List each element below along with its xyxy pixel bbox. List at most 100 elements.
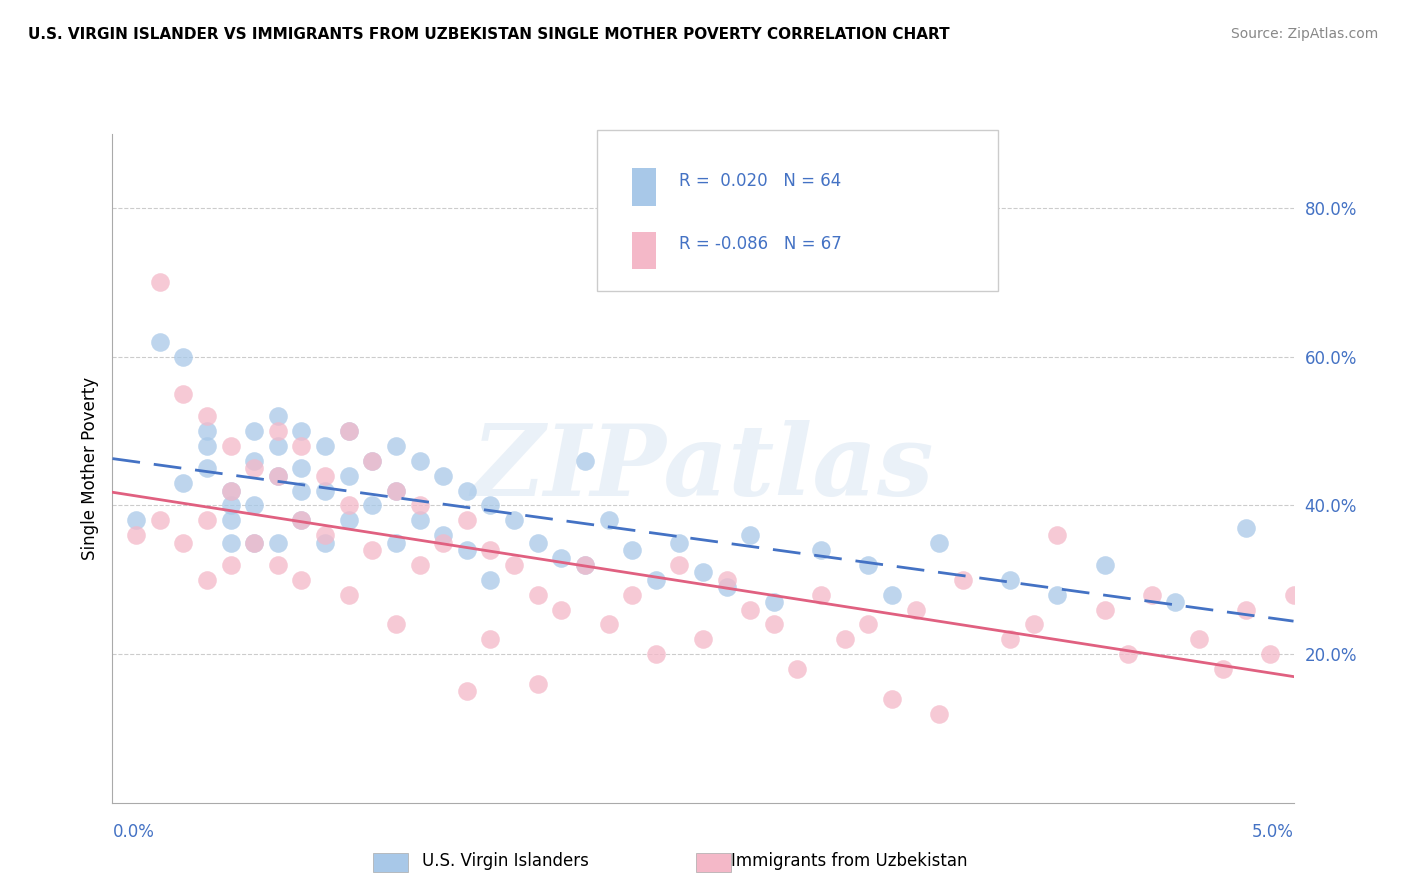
Point [408, 499, 430, 513]
Point [219, 513, 242, 527]
Point [644, 573, 666, 587]
Point [219, 439, 242, 453]
Point [290, 483, 312, 498]
Point [267, 535, 290, 549]
Point [1234, 602, 1257, 616]
Point [267, 468, 290, 483]
Point [786, 662, 808, 676]
Point [314, 439, 336, 453]
Point [314, 483, 336, 498]
Text: U.S. Virgin Islanders: U.S. Virgin Islanders [422, 852, 589, 870]
Point [1282, 588, 1305, 602]
Point [928, 535, 950, 549]
Point [1094, 602, 1116, 616]
Point [125, 513, 148, 527]
Point [290, 461, 312, 475]
Point [314, 468, 336, 483]
Point [1046, 588, 1069, 602]
Point [644, 647, 666, 661]
Point [550, 602, 572, 616]
Point [267, 409, 290, 424]
Point [432, 535, 454, 549]
Text: R = -0.086   N = 67: R = -0.086 N = 67 [679, 235, 842, 253]
Point [880, 588, 903, 602]
Point [385, 483, 408, 498]
Point [149, 513, 172, 527]
Point [243, 424, 266, 438]
FancyBboxPatch shape [596, 130, 998, 291]
FancyBboxPatch shape [633, 232, 655, 269]
Point [337, 424, 360, 438]
Point [479, 499, 502, 513]
Text: R =  0.020   N = 64: R = 0.020 N = 64 [679, 171, 842, 190]
Point [456, 513, 478, 527]
Point [172, 387, 194, 401]
Point [195, 424, 218, 438]
Point [385, 617, 408, 632]
Point [479, 543, 502, 558]
Point [290, 513, 312, 527]
Point [574, 454, 596, 468]
Point [550, 550, 572, 565]
Point [574, 558, 596, 572]
Point [621, 543, 644, 558]
Point [408, 454, 430, 468]
Point [810, 543, 832, 558]
Point [149, 276, 172, 290]
Text: Immigrants from Uzbekistan: Immigrants from Uzbekistan [731, 852, 967, 870]
Point [408, 513, 430, 527]
Point [1046, 528, 1069, 542]
Point [243, 535, 266, 549]
Point [219, 483, 242, 498]
Point [526, 588, 548, 602]
Text: U.S. VIRGIN ISLANDER VS IMMIGRANTS FROM UZBEKISTAN SINGLE MOTHER POVERTY CORRELA: U.S. VIRGIN ISLANDER VS IMMIGRANTS FROM … [28, 27, 949, 42]
Point [526, 677, 548, 691]
Text: 5.0%: 5.0% [1251, 822, 1294, 841]
Point [267, 468, 290, 483]
Point [290, 513, 312, 527]
Point [952, 573, 974, 587]
Point [762, 617, 785, 632]
Point [267, 558, 290, 572]
Point [668, 535, 690, 549]
Point [361, 543, 384, 558]
Point [290, 573, 312, 587]
Point [880, 691, 903, 706]
FancyBboxPatch shape [633, 169, 655, 206]
Point [456, 483, 478, 498]
Point [716, 580, 738, 594]
Point [195, 409, 218, 424]
Point [1164, 595, 1187, 609]
Point [337, 424, 360, 438]
Point [149, 334, 172, 349]
Point [385, 535, 408, 549]
Text: Source: ZipAtlas.com: Source: ZipAtlas.com [1230, 27, 1378, 41]
Point [337, 468, 360, 483]
Point [1022, 617, 1045, 632]
Point [928, 706, 950, 721]
Point [243, 454, 266, 468]
Point [219, 499, 242, 513]
Point [385, 439, 408, 453]
Point [314, 535, 336, 549]
Point [219, 558, 242, 572]
Point [740, 528, 762, 542]
Point [503, 513, 526, 527]
Point [998, 573, 1021, 587]
Point [692, 632, 714, 647]
Point [432, 528, 454, 542]
Point [337, 513, 360, 527]
Point [574, 558, 596, 572]
Point [219, 535, 242, 549]
Point [1234, 521, 1257, 535]
Point [1258, 647, 1281, 661]
Text: 0.0%: 0.0% [112, 822, 155, 841]
Point [526, 535, 548, 549]
Point [337, 499, 360, 513]
Point [361, 454, 384, 468]
Point [361, 499, 384, 513]
Y-axis label: Single Mother Poverty: Single Mother Poverty [80, 376, 98, 560]
Point [834, 632, 856, 647]
Point [195, 573, 218, 587]
Point [290, 439, 312, 453]
